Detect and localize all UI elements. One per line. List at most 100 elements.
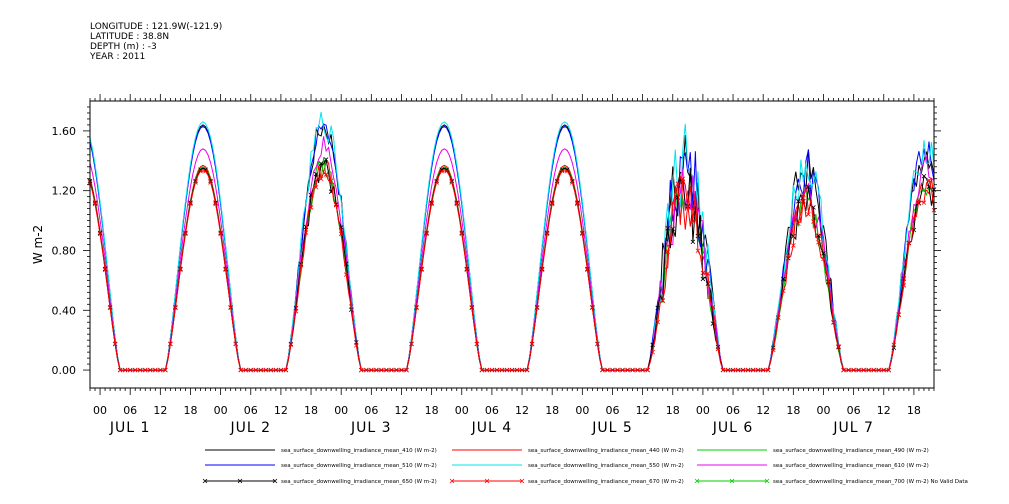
- series-marker-7: [389, 367, 394, 373]
- series-marker-7: [735, 367, 741, 373]
- legend-label-5: sea_surface_downwelling_irradiance_mean_…: [773, 463, 929, 469]
- series-marker-7: [379, 367, 384, 373]
- series-marker-7: [564, 168, 570, 174]
- x-tick-label: 18: [545, 404, 559, 417]
- series-marker-7: [142, 367, 148, 373]
- series-marker-7: [660, 298, 665, 303]
- series-marker-7: [384, 367, 389, 373]
- x-tick-label: 00: [455, 404, 469, 417]
- series-marker-7: [524, 367, 530, 373]
- x-tick-label: 12: [515, 404, 529, 417]
- x-tick-label: 00: [214, 404, 228, 417]
- series-marker-7: [198, 168, 203, 174]
- series-marker-7: [544, 231, 550, 237]
- series-marker-7: [178, 267, 183, 272]
- series-marker-7: [122, 367, 128, 373]
- series-line-4: [89, 111, 935, 371]
- x-tick-label: 06: [123, 404, 137, 417]
- x-tick-label: 12: [153, 404, 167, 417]
- series-marker-7: [615, 367, 620, 373]
- series-marker-7: [630, 367, 635, 373]
- series-marker-7: [369, 367, 374, 373]
- series-marker-6: [559, 167, 565, 172]
- x-tick-label: 06: [244, 404, 258, 417]
- series-marker-7: [333, 202, 339, 208]
- series-marker-7: [97, 231, 103, 237]
- series-marker-7: [213, 201, 218, 207]
- x-tick-label: 00: [334, 404, 348, 417]
- series-marker-7: [559, 168, 565, 174]
- legend-marker-6: [237, 478, 243, 484]
- legend-marker-8: [729, 478, 735, 484]
- series-marker-7: [414, 305, 419, 311]
- series-marker-7: [534, 305, 540, 311]
- series-marker-7: [469, 305, 475, 311]
- series-marker-7: [318, 176, 324, 182]
- series-marker-7: [424, 231, 429, 237]
- series-marker-6: [796, 199, 801, 204]
- series-marker-7: [188, 201, 193, 207]
- series-marker-7: [148, 367, 153, 373]
- series-marker-7: [600, 367, 605, 373]
- series-marker-7: [816, 239, 821, 245]
- series-marker-7: [263, 367, 269, 373]
- series-marker-7: [770, 347, 776, 353]
- series-marker-7: [168, 341, 173, 347]
- series-marker-7: [705, 271, 711, 276]
- legend: sea_surface_downwelling_irradiance_mean_…: [202, 448, 968, 485]
- series-marker-7: [328, 178, 334, 183]
- series-marker-7: [313, 184, 319, 190]
- day-label: JUL 4: [471, 420, 513, 436]
- x-tick-label: 18: [425, 404, 439, 417]
- series-marker-7: [926, 178, 932, 183]
- series-marker-7: [796, 221, 801, 227]
- series-marker-7: [821, 256, 826, 262]
- day-label: JUL 5: [591, 420, 633, 436]
- series-marker-7: [464, 267, 470, 272]
- legend-label-1: sea_surface_downwelling_irradiance_mean_…: [528, 448, 684, 454]
- series-marker-7: [635, 367, 640, 373]
- series-marker-7: [760, 367, 766, 373]
- x-tick-label: 06: [726, 404, 740, 417]
- series-marker-7: [836, 344, 841, 349]
- series-marker-7: [338, 231, 344, 237]
- series-marker-7: [896, 312, 902, 317]
- series-marker-7: [444, 168, 449, 174]
- legend-marker-8: [694, 478, 700, 484]
- series-marker-7: [856, 367, 861, 373]
- series-marker-7: [685, 204, 691, 210]
- series-marker-7: [394, 367, 399, 373]
- year-label: YEAR : 2011: [90, 52, 146, 62]
- series-marker-7: [730, 367, 736, 373]
- legend-label-2: sea_surface_downwelling_irradiance_mean_…: [773, 448, 929, 454]
- series-marker-6: [700, 276, 706, 282]
- series-marker-7: [554, 180, 560, 185]
- series-marker-7: [504, 367, 510, 373]
- series-marker-6: [198, 167, 203, 172]
- series-marker-6: [821, 251, 826, 256]
- series-marker-7: [886, 367, 892, 373]
- series-marker-7: [861, 367, 866, 373]
- series-marker-7: [675, 181, 681, 187]
- series-marker-7: [107, 305, 113, 311]
- y-tick-label: 1.60: [52, 125, 77, 138]
- series-marker-7: [700, 270, 706, 276]
- day-label: JUL 2: [229, 420, 271, 436]
- series-marker-7: [218, 231, 223, 237]
- legend-marker-7: [519, 478, 525, 484]
- series-marker-7: [846, 367, 851, 373]
- x-tick-label: 06: [485, 404, 499, 417]
- legend-marker-8: [764, 478, 770, 484]
- depth-label: DEPTH (m) : -3: [90, 42, 157, 52]
- series-marker-7: [248, 367, 254, 373]
- series-marker-7: [183, 231, 188, 237]
- series-marker-7: [273, 367, 279, 373]
- series-marker-7: [650, 349, 655, 355]
- day-label: JUL 1: [109, 420, 151, 436]
- series-marker-7: [459, 231, 465, 237]
- series-marker-7: [786, 253, 791, 258]
- series-marker-7: [243, 367, 249, 373]
- day-label: JUL 6: [712, 420, 754, 436]
- series-marker-7: [434, 180, 439, 185]
- series-marker-7: [348, 304, 354, 309]
